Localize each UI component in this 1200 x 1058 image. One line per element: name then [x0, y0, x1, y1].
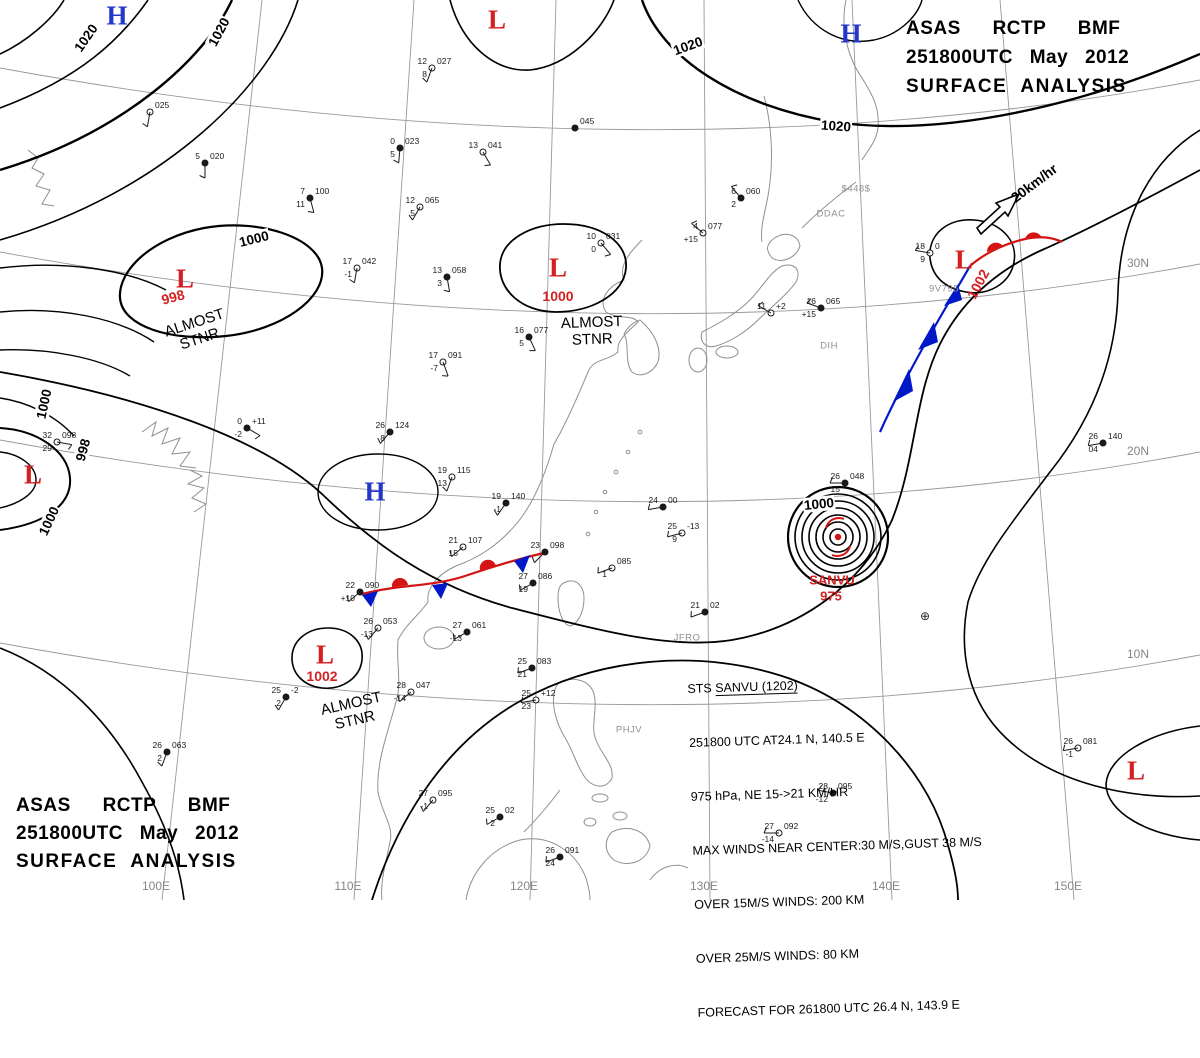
station-id-label: JFRO — [674, 633, 701, 644]
station-id-label: $448$ — [842, 184, 871, 195]
pressure-center-low: L — [549, 255, 567, 282]
meridian-label: 100E — [142, 879, 170, 893]
station-id-label: PHJV — [616, 725, 642, 736]
typhoon-name-label: SANVU — [809, 573, 855, 588]
pressure-center-high: H — [840, 21, 861, 48]
parallel-label: 30N — [1127, 256, 1149, 270]
title-block-top-right: ASAS RCTP BMF 251800UTC May 2012 SURFACE… — [906, 14, 1129, 101]
isobar-label: 1020 — [71, 21, 102, 56]
isobar-label: 998 — [73, 436, 94, 464]
chart-title: ASAS RCTP BMF — [16, 792, 239, 820]
storm-info-line: MAX WINDS NEAR CENTER:30 M/S,GUST 38 M/S — [692, 833, 982, 860]
low-center-value: 1002 — [306, 668, 337, 684]
isobar-label: 1000 — [237, 228, 272, 250]
low-center-value: 1000 — [542, 288, 573, 304]
center-motion-label: ALMOST STNR — [162, 305, 231, 356]
storm-info-line: OVER 15M/S WINDS: 200 KM — [694, 887, 984, 914]
title-block-bottom-left: ASAS RCTP BMF 251800UTC May 2012 SURFACE… — [16, 792, 239, 876]
pressure-center-high: H — [106, 3, 127, 30]
obscured-station-mark: ⊕ — [920, 609, 930, 623]
pressure-center-low: L — [488, 7, 506, 34]
center-motion-label: ALMOST STNR — [561, 313, 624, 349]
parallel-label: 10N — [1127, 647, 1149, 661]
chart-datetime: 251800UTC May 2012 — [906, 43, 1129, 72]
station-id-label: DIH — [820, 341, 838, 352]
isobar-label: 1000 — [35, 503, 62, 538]
parallel-label: 20N — [1127, 444, 1149, 458]
storm-info-line: STS SANVU (1202) — [687, 671, 977, 698]
chart-datetime: 251800UTC May 2012 — [16, 820, 239, 848]
chart-title: ASAS RCTP BMF — [906, 14, 1129, 43]
meridian-label: 120E — [510, 879, 538, 893]
pressure-center-low: L — [24, 462, 42, 489]
station-id-label: DDAC — [817, 209, 846, 220]
storm-info-line: FORECAST FOR 261800 UTC 26.4 N, 143.9 E — [697, 995, 987, 1022]
pressure-center-low: L — [955, 247, 973, 274]
isobar-label: 1020 — [205, 14, 233, 49]
isobar-label: 1020 — [819, 117, 852, 134]
isobar-label: 1020 — [670, 33, 705, 58]
station-id-label: 9V795 — [929, 284, 959, 295]
pressure-center-low: L — [316, 642, 334, 669]
meridian-label: 110E — [334, 879, 361, 893]
center-motion-label: ALMOST STNR — [319, 688, 387, 735]
storm-info-line: 251800 UTC AT24.1 N, 140.5 E — [689, 725, 979, 752]
isobar-label: 1000 — [802, 495, 835, 513]
pressure-center-high: H — [364, 479, 385, 506]
storm-name: SANVU (1202) — [715, 679, 798, 697]
typhoon-pressure-label: 975 — [820, 589, 842, 604]
storm-info-block: STS SANVU (1202) 251800 UTC AT24.1 N, 14… — [686, 635, 988, 1058]
chart-type: SURFACE ANALYSIS — [906, 72, 1129, 101]
meridian-label: 150E — [1054, 879, 1082, 893]
chart-type: SURFACE ANALYSIS — [16, 848, 239, 876]
isobar-label: 1000 — [33, 387, 54, 421]
pressure-center-low: L — [1127, 758, 1145, 785]
storm-info-line: OVER 25M/S WINDS: 80 KM — [696, 941, 986, 968]
low-center-value: 998 — [160, 286, 187, 308]
motion-arrow-label: 20km/hr — [1008, 160, 1061, 205]
storm-info-line: 975 hPa, NE 15->21 KM/HR — [691, 779, 981, 806]
